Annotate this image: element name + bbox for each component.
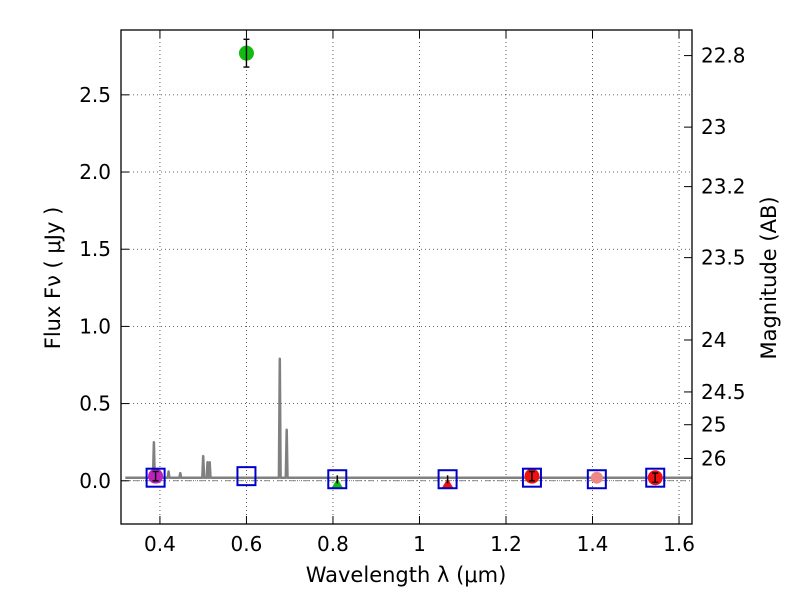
plot-frame [120, 29, 693, 525]
mag-tick-label: 23.2 [701, 175, 746, 199]
model-square [586, 469, 607, 490]
x-tick-label: 0.8 [317, 532, 349, 556]
x-tick-label: 1.4 [577, 532, 609, 556]
plot-area [121, 38, 692, 490]
model-square [437, 469, 458, 490]
x-tick-label: 1.2 [490, 532, 522, 556]
faint-point [590, 471, 603, 484]
axes: 0.4 0.6 0.8 1 1.2 1.4 1.6 0.0 0.5 1.0 1.5 2.0 2.5 22.… [79, 30, 746, 556]
mag-tick-label: 26 [701, 446, 726, 470]
mag-tick-label: 24 [701, 328, 726, 352]
y-tick-label: 2.0 [79, 160, 111, 184]
model-square [521, 467, 542, 488]
model-square [145, 467, 166, 488]
y-tick-label: 2.5 [79, 83, 111, 107]
x-tick-label: 1 [413, 532, 426, 556]
y-tick-label: 0.0 [79, 469, 111, 493]
mag-tick-label: 25 [701, 413, 726, 437]
y-tick-label: 1.0 [79, 314, 111, 338]
model-square [645, 467, 666, 488]
x-axis-label: Wavelength λ (μm) [306, 563, 507, 587]
y-axis-label: Flux Fν ( μJy ) [41, 207, 65, 350]
x-tick-label: 0.6 [231, 532, 263, 556]
model-square [236, 466, 257, 487]
x-tick-label: 0.4 [144, 532, 176, 556]
mag-tick-label: 24.5 [701, 380, 746, 404]
model-spectrum [125, 357, 692, 479]
y-tick-label: 1.5 [79, 237, 111, 261]
mag-tick-label: 22.8 [701, 44, 746, 68]
x-tick-label: 1.6 [663, 532, 695, 556]
model-square [327, 469, 348, 490]
mag-tick-label: 23 [701, 115, 726, 139]
mag-tick-label: 23.5 [701, 246, 746, 270]
y2-axis-label: Magnitude (AB) [757, 196, 781, 359]
grid [121, 30, 692, 524]
y-tick-label: 0.5 [79, 392, 111, 416]
